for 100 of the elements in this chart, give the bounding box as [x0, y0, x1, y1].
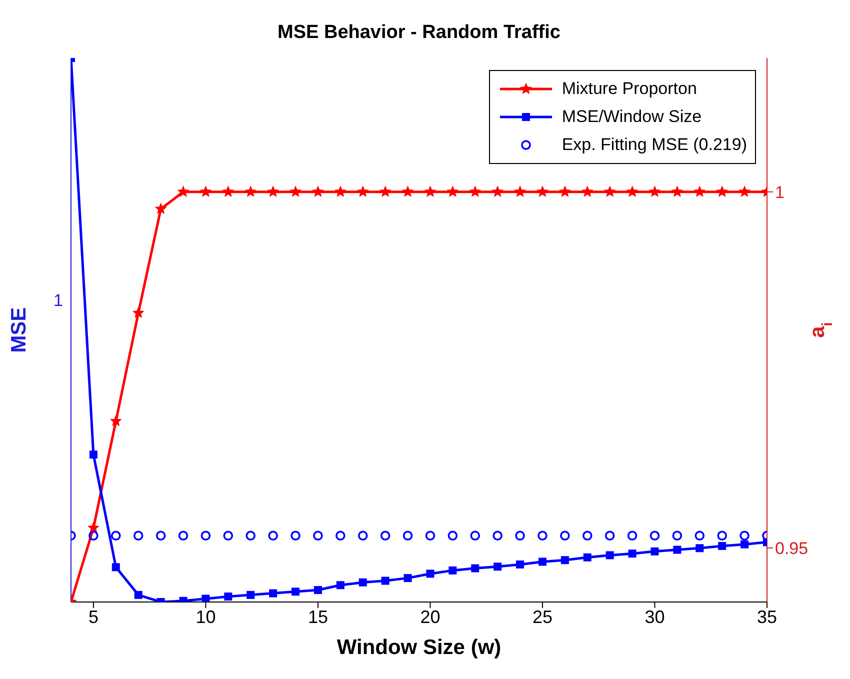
point [358, 530, 368, 541]
point [650, 547, 659, 556]
point [672, 530, 682, 541]
x-axis-title: Window Size (w) [336, 636, 502, 659]
point [88, 522, 99, 532]
point [672, 186, 682, 196]
point [200, 186, 211, 196]
point [627, 530, 638, 541]
point [537, 186, 548, 196]
x-tick-label: 30 [644, 606, 665, 627]
point [470, 530, 480, 541]
point [381, 576, 390, 585]
x-tick-label: 25 [532, 606, 552, 627]
x-tick-label: 35 [756, 606, 778, 627]
point [402, 530, 413, 541]
point [538, 558, 546, 566]
point [246, 530, 256, 541]
x-tick-label: 20 [420, 606, 440, 627]
point [358, 186, 368, 196]
point [650, 530, 660, 541]
point [604, 186, 616, 196]
point [156, 530, 166, 541]
point [313, 530, 323, 541]
point [178, 186, 189, 196]
point [740, 530, 750, 541]
point [224, 592, 232, 601]
point [516, 560, 524, 568]
x-tick-label: 5 [88, 606, 98, 627]
point [448, 566, 457, 574]
point [448, 530, 458, 541]
legend-label: MSE/Window Size [562, 107, 702, 127]
point [134, 590, 142, 599]
point [335, 186, 346, 196]
y2-tick-label: 0.95 [775, 538, 808, 558]
point [740, 540, 749, 548]
point [200, 530, 211, 541]
point [112, 563, 120, 572]
point [470, 186, 480, 196]
point [694, 530, 705, 541]
text: 1 [54, 291, 63, 310]
point [718, 542, 726, 550]
point [696, 544, 704, 552]
point [402, 186, 414, 196]
point [223, 530, 234, 541]
point [582, 186, 593, 196]
point [380, 186, 391, 196]
point [110, 416, 122, 426]
point [426, 570, 434, 578]
point [717, 530, 727, 541]
point [290, 530, 300, 541]
point [222, 186, 234, 196]
point [245, 186, 256, 196]
point [178, 530, 188, 541]
point [246, 590, 255, 599]
point [538, 530, 548, 541]
point [471, 564, 480, 572]
y2-tick-label: 1 [775, 182, 784, 202]
point [560, 186, 570, 196]
point [269, 589, 278, 598]
point [424, 186, 436, 196]
point [111, 530, 121, 541]
point [583, 553, 592, 562]
point [292, 588, 300, 596]
point [447, 186, 458, 196]
point [268, 186, 278, 196]
point [425, 530, 436, 541]
point [133, 307, 144, 318]
x-tick-label: 15 [308, 606, 328, 627]
point [494, 562, 502, 571]
point [582, 530, 592, 541]
point [380, 530, 390, 541]
point [133, 530, 144, 541]
point [492, 530, 502, 541]
point [202, 594, 210, 602]
point [604, 530, 615, 541]
point [88, 530, 98, 541]
point [627, 186, 638, 196]
point [739, 186, 750, 196]
point [492, 186, 503, 196]
point [89, 450, 98, 459]
y-axis-title: MSE [7, 307, 30, 353]
point [560, 530, 570, 541]
x-tick-label: 10 [196, 606, 216, 627]
point [156, 203, 166, 214]
point [358, 578, 367, 586]
point [290, 186, 301, 196]
legend-label: Exp. Fitting MSE (0.219) [562, 135, 747, 155]
point [404, 574, 412, 582]
point [560, 556, 569, 564]
point [649, 186, 660, 196]
point [314, 586, 322, 594]
chart-title: MSE Behavior - Random Traffic [276, 22, 562, 44]
point [515, 530, 525, 541]
point [336, 581, 344, 590]
point [312, 186, 324, 196]
point [628, 550, 636, 558]
legend-label: Mixture Proporton [562, 79, 697, 99]
point [514, 186, 526, 196]
point [268, 530, 278, 541]
point [606, 551, 614, 560]
